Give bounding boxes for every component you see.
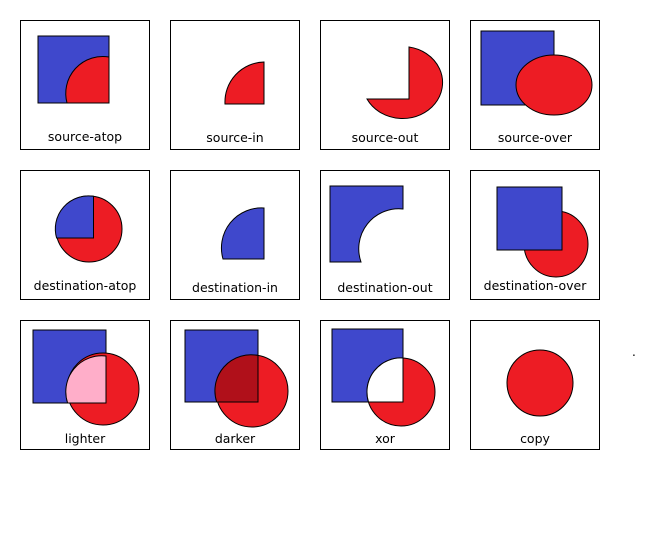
darker-graphic bbox=[184, 329, 289, 428]
tile-label: source-atop bbox=[47, 129, 123, 144]
source-out-graphic bbox=[366, 46, 444, 119]
destination-in-graphic bbox=[220, 207, 265, 260]
tile-source-over: source-over bbox=[470, 20, 600, 150]
tile-label: destination-in bbox=[192, 280, 278, 295]
tile-label: lighter bbox=[64, 431, 106, 446]
tile-copy: copy bbox=[470, 320, 600, 450]
destination-atop-graphic bbox=[54, 195, 123, 263]
xor-graphic bbox=[331, 328, 436, 427]
source-in-graphic bbox=[224, 61, 265, 105]
destination-out-graphic bbox=[329, 185, 404, 263]
tile-darker: darker bbox=[170, 320, 300, 450]
tile-source-out: source-out bbox=[320, 20, 450, 150]
tile-label: source-over bbox=[497, 130, 573, 145]
copy-graphic bbox=[506, 349, 574, 417]
source-over-graphic bbox=[480, 30, 593, 116]
tile-source-atop: source-atop bbox=[20, 20, 150, 150]
tile-label: destination-out bbox=[337, 280, 433, 295]
destination-over-graphic bbox=[496, 186, 589, 278]
stray-dot: . bbox=[632, 345, 636, 359]
tile-label: destination-over bbox=[483, 278, 587, 293]
tile-destination-out: destination-out bbox=[320, 170, 450, 300]
tile-label: source-out bbox=[351, 130, 419, 145]
tile-destination-atop: destination-atop bbox=[20, 170, 150, 300]
tile-destination-over: destination-over bbox=[470, 170, 600, 300]
lighter-graphic bbox=[32, 329, 140, 426]
source-atop-graphic bbox=[37, 35, 110, 104]
tile-xor: xor bbox=[320, 320, 450, 450]
tile-label: darker bbox=[214, 431, 256, 446]
tile-source-in: source-in bbox=[170, 20, 300, 150]
tile-label: source-in bbox=[206, 130, 264, 145]
tile-destination-in: destination-in bbox=[170, 170, 300, 300]
tile-label: destination-atop bbox=[33, 278, 137, 293]
tile-label: copy bbox=[520, 431, 550, 446]
tile-label: xor bbox=[375, 431, 395, 446]
tile-lighter: lighter bbox=[20, 320, 150, 450]
